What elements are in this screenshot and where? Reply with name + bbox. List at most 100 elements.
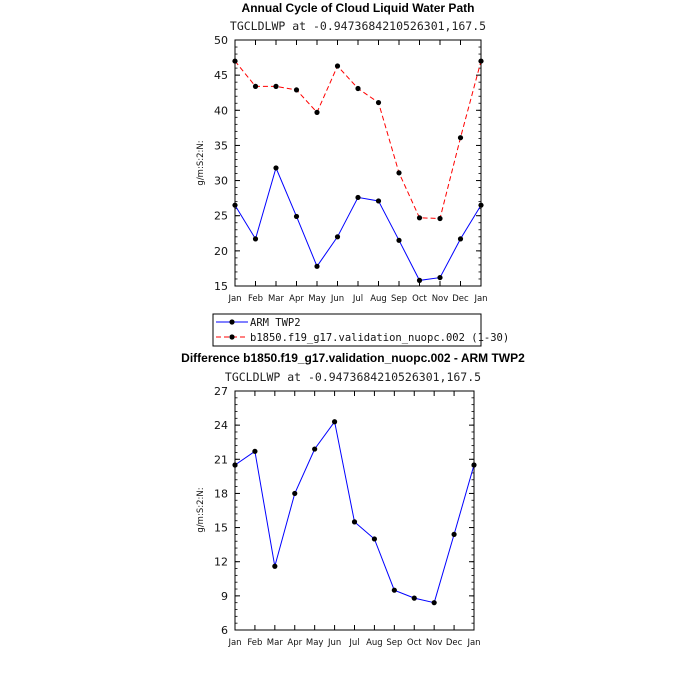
series-0-point [232,202,238,208]
difference-chart: Difference b1850.f19_g17.validation_nuop… [181,351,525,648]
y-tick-label: 27 [214,385,228,398]
plot-frame [234,390,475,631]
series-0-point [375,198,382,204]
y-tick-label: 12 [214,556,228,569]
series-0-point [351,519,358,525]
series-0-point [272,563,278,569]
x-tick-label: Dec [446,638,463,648]
series-0-point [437,274,443,281]
x-tick-label: Oct [407,638,422,648]
chart-subtitle: TGCLDLWP at -0.9473684210526301,167.5 [230,19,486,33]
x-tick-label: Jan [473,294,487,304]
series-0-point [371,536,378,542]
series-0-point [411,595,417,601]
y-tick-label: 9 [221,590,228,603]
series-0-point [471,462,477,468]
series-0-point [416,277,423,283]
series-1-point [334,63,341,69]
x-tick-label: Jul [352,294,363,304]
y-tick-label: 40 [214,104,228,117]
x-tick-label: Aug [370,294,387,304]
series-0-point [331,419,338,425]
x-tick-label: Apr [289,294,304,304]
x-tick-label: Aug [366,638,383,648]
series-0-point [478,202,484,208]
legend-box [212,313,482,347]
x-tick-label: Feb [248,294,263,304]
series-0-point [431,600,437,606]
x-tick-label: Dec [452,294,469,304]
series-0-point [391,587,397,593]
series-1-point [396,170,402,176]
series-1-point [314,109,320,115]
legend-marker-model [229,334,235,340]
series-line-0 [234,420,475,604]
legend-label-model: b1850.f19_g17.validation_nuopc.002 (1-30… [250,332,509,344]
series-0-point [232,462,238,468]
series-0-point [314,263,320,269]
x-tick-label: Oct [412,294,427,304]
y-tick-label: 15 [214,280,228,293]
y-tick-label: 18 [214,487,228,500]
plot-frame [234,39,482,287]
x-tick-label: Jun [330,294,344,304]
y-tick-label: 45 [214,69,228,82]
series-1-point [457,135,464,141]
legend-marker-arm [229,319,235,325]
chart-title: Difference b1850.f19_g17.validation_nuop… [181,351,525,365]
x-tick-label: Nov [426,638,443,648]
y-axis-label: g/m:S:2:N: [196,140,206,185]
legend: ARM TWP2 b1850.f19_g17.validation_nuopc.… [212,313,509,347]
chart-title: Annual Cycle of Cloud Liquid Water Path [242,1,475,15]
x-tick-label: Sep [386,638,402,648]
series-0-point [292,490,298,497]
y-axis-label: g/m:S:2:N: [196,487,206,532]
series-0-point [312,446,318,452]
series-1-point [437,215,443,222]
series-1-point [478,58,484,64]
series-0-point [457,236,464,242]
x-tick-label: Jan [227,294,241,304]
series-0-point [334,234,341,240]
legend-label-arm: ARM TWP2 [250,317,301,329]
series-0-point [396,237,402,243]
series-0-point [252,236,259,242]
series-1-point [416,215,423,221]
y-tick-label: 24 [214,419,228,432]
series-0-point [252,448,258,454]
y-tick-label: 30 [214,175,228,188]
series-1-point [355,85,361,92]
x-tick-label: Jan [466,638,480,648]
series-1-point [232,58,238,64]
series-0-point [451,531,457,538]
chart-subtitle: TGCLDLWP at -0.9473684210526301,167.5 [225,370,481,384]
x-tick-label: Sep [391,294,407,304]
y-tick-label: 15 [214,522,228,535]
x-tick-label: Nov [432,294,449,304]
x-tick-label: Apr [287,638,302,648]
series-1-point [375,99,382,106]
x-tick-label: Feb [247,638,262,648]
series-1-point [293,87,300,93]
series-0-point [273,165,279,171]
y-tick-label: 35 [214,139,228,152]
x-tick-label: Mar [268,294,285,304]
y-tick-label: 50 [214,34,228,47]
x-tick-label: May [308,294,326,304]
series-line-0 [234,166,482,281]
x-tick-label: Jul [348,638,359,648]
y-tick-label: 20 [214,245,228,258]
series-1-point [252,83,259,89]
y-tick-label: 21 [214,453,228,466]
x-tick-label: Mar [267,638,284,648]
series-0-point [355,194,361,201]
y-tick-label: 6 [221,624,228,637]
x-tick-label: Jun [327,638,341,648]
y-tick-label: 25 [214,210,228,223]
x-tick-label: Jan [227,638,241,648]
annual-cycle-chart: Annual Cycle of Cloud Liquid Water Path … [196,1,488,304]
x-tick-label: May [306,638,324,648]
series-1-point [273,83,279,89]
series-0-point [293,213,300,220]
